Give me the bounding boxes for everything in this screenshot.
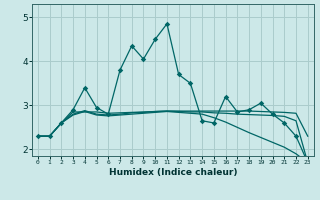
X-axis label: Humidex (Indice chaleur): Humidex (Indice chaleur) — [108, 168, 237, 177]
